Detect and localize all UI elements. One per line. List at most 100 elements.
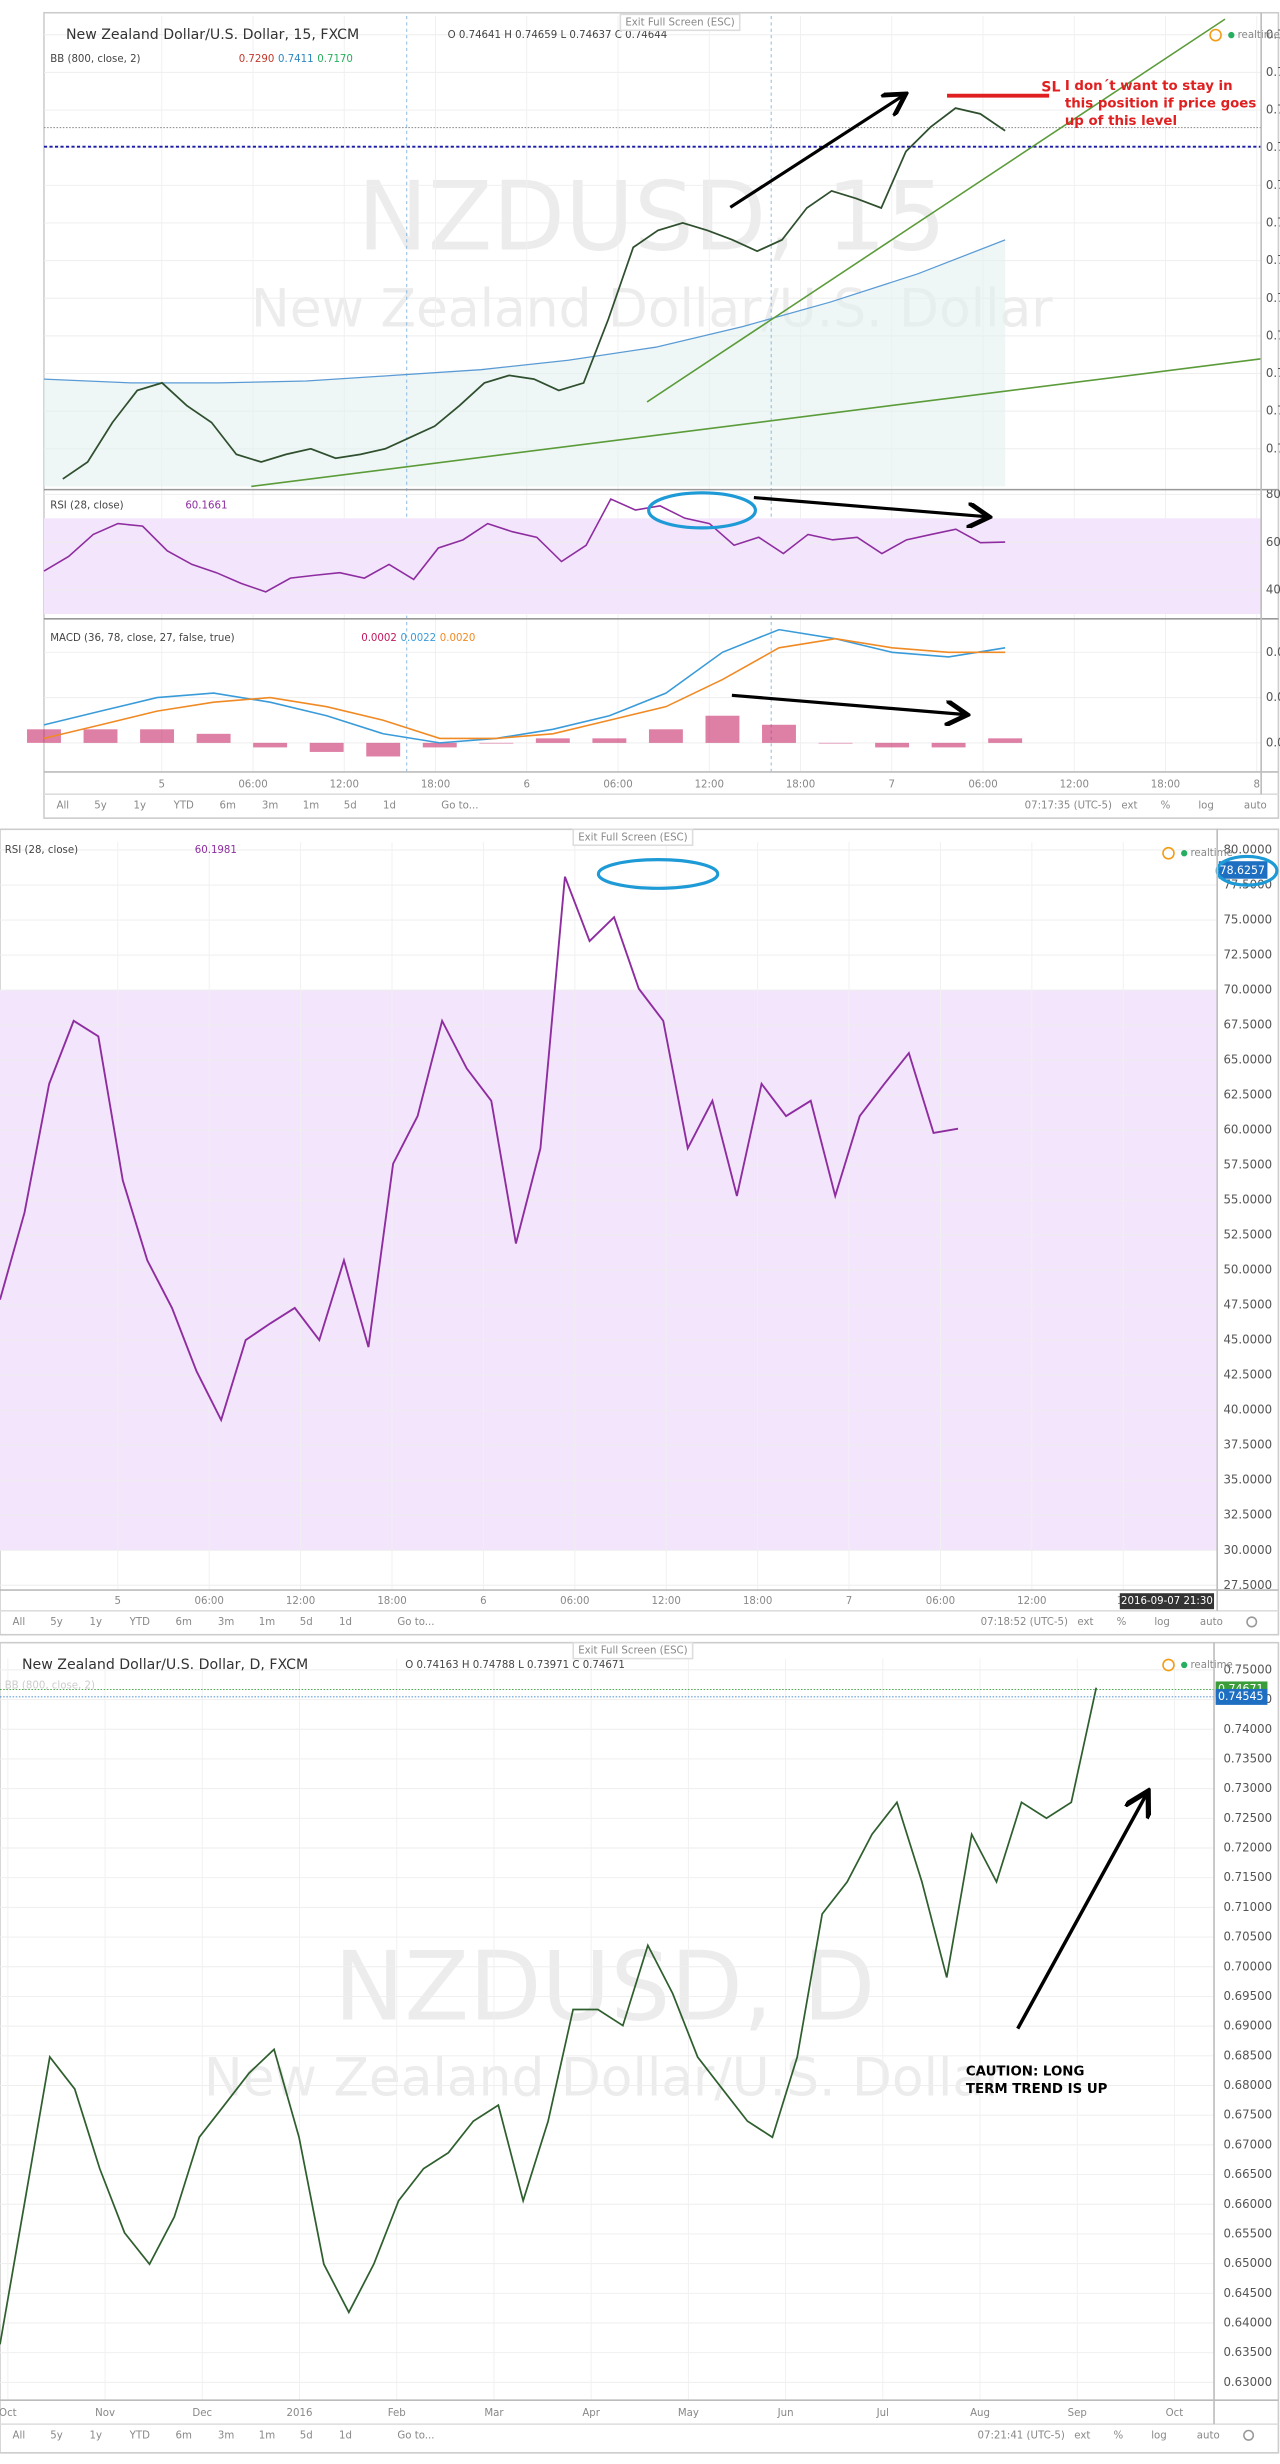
toggle-log[interactable]: log — [1198, 799, 1214, 811]
annotation: up of this level — [1065, 114, 1177, 129]
y-tick-label: 0.71000 — [1223, 1900, 1272, 1914]
x-tick-label: 12:00 — [652, 1595, 681, 1607]
exit-box — [619, 13, 741, 32]
range-button[interactable]: 5y — [50, 2429, 63, 2441]
range-button[interactable]: 5d — [344, 799, 357, 811]
x-tick-label: Oct — [0, 2407, 17, 2419]
time-display: 07:21:41 (UTC-5) — [978, 2429, 1065, 2441]
x-tick-label: 2016 — [287, 2407, 313, 2419]
range-button[interactable]: 1y — [134, 799, 147, 811]
y-tick-label: 0.7 — [1266, 65, 1280, 79]
realtime-dot — [1181, 850, 1188, 857]
y-tick-label: 35.0000 — [1223, 1473, 1272, 1487]
x-tick-label: 6 — [480, 1595, 486, 1607]
indicator-value: 0.7290 — [239, 53, 275, 65]
indicator-label: BB (800, close, 2) — [5, 1680, 95, 1692]
macd-histogram-bar — [535, 738, 570, 743]
y-tick-label: 0.66500 — [1223, 2167, 1272, 2181]
x-tick-label: Jul — [876, 2407, 889, 2419]
range-button[interactable]: All — [57, 799, 70, 811]
x-tick-label: Nov — [95, 2407, 115, 2419]
exit-fullscreen[interactable]: Exit Full Screen (ESC) — [578, 831, 687, 843]
toggle-log[interactable]: log — [1151, 2429, 1167, 2441]
range-button[interactable]: YTD — [129, 1616, 150, 1628]
range-button[interactable]: 5d — [300, 2429, 313, 2441]
toggle-pct[interactable]: % — [1114, 2429, 1124, 2441]
toggle-auto[interactable]: auto — [1244, 799, 1267, 811]
rsi-line — [0, 876, 959, 1423]
realtime-dot — [1228, 31, 1235, 39]
toggle-pct[interactable]: % — [1117, 1616, 1127, 1628]
range-button[interactable]: YTD — [129, 2429, 150, 2441]
toggle-pct[interactable]: % — [1161, 799, 1171, 811]
exit-fullscreen[interactable]: Exit Full Screen (ESC) — [625, 16, 734, 28]
range-button[interactable]: YTD — [173, 799, 194, 811]
sl-label: SL — [1041, 80, 1060, 96]
foreground-layer: 0.7 0.7 0.7 0.7 0.7 0.7 0.7 0.7 0.7 0.7 0.7 0.7 5 06:… — [0, 13, 1280, 2441]
range-button[interactable]: 1d — [339, 1616, 352, 1628]
toggle-auto[interactable]: auto — [1197, 2429, 1220, 2441]
bb-area — [43, 239, 1006, 487]
x-tick-label: 5 — [115, 1595, 121, 1607]
time-display: 07:18:52 (UTC-5) — [981, 1616, 1068, 1628]
y-tick-label: 50.0000 — [1223, 1263, 1272, 1277]
range-button[interactable]: 1m — [259, 1616, 275, 1628]
range-button[interactable]: 6m — [176, 2429, 192, 2441]
macd-histogram-bar — [818, 742, 853, 744]
range-button[interactable]: All — [13, 1616, 26, 1628]
price-badge — [1218, 861, 1268, 879]
trend-line — [646, 18, 1226, 403]
toggle-ext[interactable]: ext — [1121, 799, 1137, 811]
macd-histogram-bar — [27, 729, 61, 743]
macd-histogram-bar — [83, 729, 118, 743]
range-button[interactable]: 1y — [90, 2429, 103, 2441]
realtime-label: realtime — [1190, 1659, 1232, 1671]
chart-title: New Zealand Dollar/U.S. Dollar, 15, FXCM — [66, 27, 359, 43]
y-tick-label: 0.73500 — [1223, 1751, 1272, 1765]
range-button[interactable]: 3m — [218, 1616, 234, 1628]
macd-histogram-bar — [592, 738, 627, 743]
trend-line — [251, 358, 1262, 488]
toggle-auto[interactable]: auto — [1200, 1616, 1223, 1628]
y-tick-label: 0.7 — [1266, 366, 1280, 380]
range-button[interactable]: 5d — [300, 1616, 313, 1628]
toggle-ext[interactable]: ext — [1074, 2429, 1090, 2441]
x-tick-label: 18:00 — [786, 779, 815, 791]
macd-histogram-bar — [648, 729, 683, 743]
watermark: NZDUSD, 15 — [357, 162, 946, 273]
exit-fullscreen[interactable]: Exit Full Screen (ESC) — [578, 1645, 687, 1657]
range-button[interactable]: 1d — [383, 799, 396, 811]
range-button[interactable]: 5y — [50, 1616, 63, 1628]
range-button[interactable]: 3m — [262, 799, 278, 811]
indicator-value: 60.1981 — [195, 844, 237, 856]
toggle-log[interactable]: log — [1154, 1616, 1170, 1628]
y-tick-label: 55.0000 — [1223, 1193, 1272, 1207]
y-tick-label: 0.67500 — [1223, 2108, 1272, 2122]
range-button[interactable]: 1d — [339, 2429, 352, 2441]
range-button[interactable]: 1m — [259, 2429, 275, 2441]
range-button[interactable]: 5y — [94, 799, 107, 811]
y-tick-label: 42.5000 — [1223, 1368, 1272, 1382]
y-tick-label: 0.7 — [1266, 215, 1280, 229]
macd-histogram-bar — [366, 742, 401, 757]
range-button[interactable]: Go to... — [397, 1616, 434, 1628]
range-button[interactable]: Go to... — [397, 2429, 434, 2441]
range-button[interactable]: 1y — [90, 1616, 103, 1628]
range-button[interactable]: 3m — [218, 2429, 234, 2441]
price-badge — [1215, 1688, 1268, 1705]
alert-icon — [1162, 846, 1175, 860]
x-tick-label: Aug — [970, 2407, 990, 2419]
range-button[interactable]: 6m — [176, 1616, 192, 1628]
y-tick-label: 0.70000 — [1223, 1959, 1272, 1973]
macd-histogram-bar — [253, 742, 288, 748]
range-button[interactable]: Go to... — [441, 799, 478, 811]
indicator-value: 60.1661 — [185, 500, 227, 512]
y-tick-label: 0.69500 — [1223, 1989, 1272, 2003]
x-tick-label: Mar — [484, 2407, 504, 2419]
y-tick-label: 0.72000 — [1223, 1840, 1272, 1854]
range-button[interactable]: All — [13, 2429, 26, 2441]
range-button[interactable]: 6m — [220, 799, 236, 811]
range-button[interactable]: 1m — [303, 799, 319, 811]
toggle-ext[interactable]: ext — [1077, 1616, 1093, 1628]
